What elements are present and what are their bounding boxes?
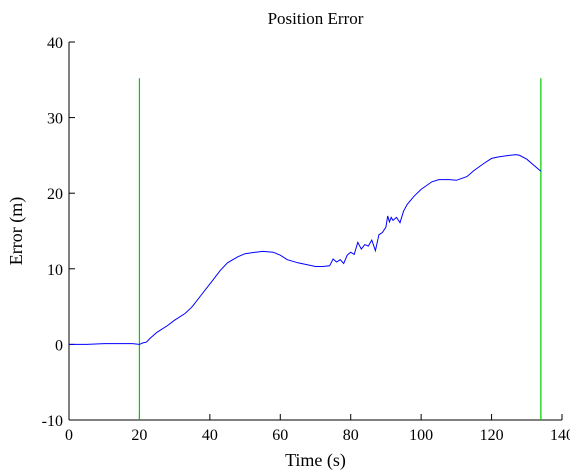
x-tick-label: 0 (65, 427, 73, 444)
x-tick-label: 20 (131, 427, 147, 444)
x-tick-label: 100 (409, 427, 433, 444)
x-axis-label: Time (s) (285, 450, 346, 471)
y-tick-label: 20 (47, 186, 63, 203)
y-tick-label: 0 (55, 337, 63, 354)
x-tick-label: 40 (202, 427, 218, 444)
x-tick-label: 80 (343, 427, 359, 444)
y-tick-label: 30 (47, 111, 63, 128)
y-tick-label: -10 (42, 413, 63, 430)
y-axis-label: Error (m) (6, 197, 27, 265)
series-line (69, 154, 542, 345)
vertical-markers (138, 78, 542, 420)
x-tick-label: 120 (480, 427, 504, 444)
x-tick-label: 140 (550, 427, 570, 444)
axes (68, 41, 563, 421)
y-tick-label: 10 (47, 262, 63, 279)
x-tick-label: 60 (272, 427, 288, 444)
chart-title: Position Error (268, 9, 364, 28)
series-group (69, 154, 542, 345)
y-tick-label: 40 (47, 35, 63, 52)
